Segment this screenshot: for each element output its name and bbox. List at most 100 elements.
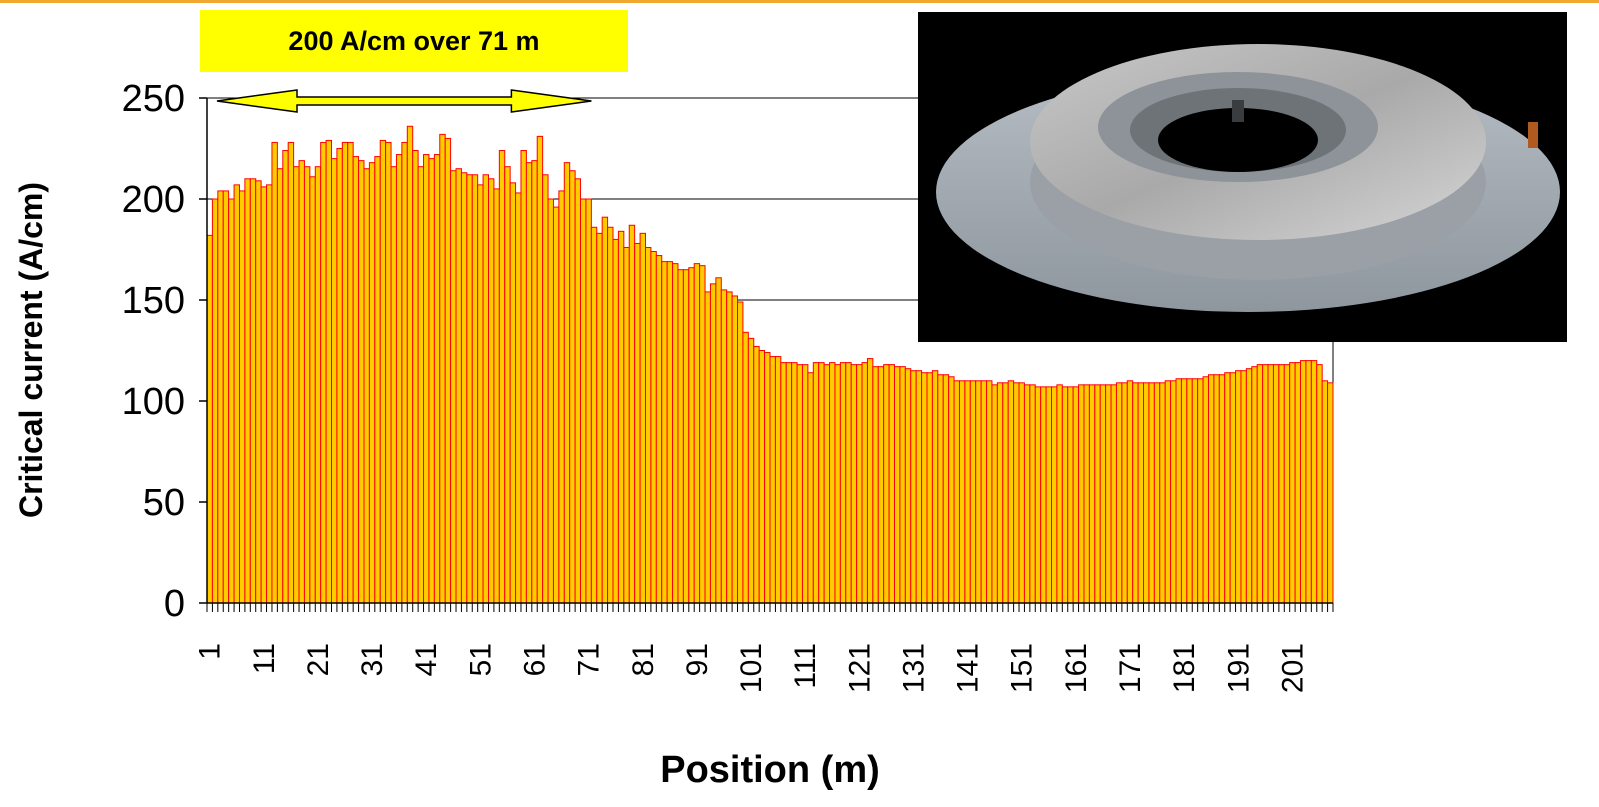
x-tick-label: 201 (1276, 643, 1309, 693)
bar (428, 158, 435, 604)
bar (601, 216, 609, 604)
bar (1088, 384, 1096, 604)
bar (877, 366, 885, 604)
x-tick-label: 171 (1114, 643, 1147, 693)
bar (888, 364, 896, 604)
bar (1018, 382, 1025, 604)
bar (926, 372, 933, 604)
bar (856, 364, 863, 604)
bar (764, 352, 771, 604)
x-tick-label: 181 (1168, 643, 1201, 693)
bar (498, 150, 506, 604)
bar (509, 182, 517, 604)
x-axis-title: Position (m) (660, 749, 880, 791)
y-tick-label: 100 (122, 381, 185, 423)
bar (1186, 378, 1193, 604)
bar (347, 141, 354, 604)
bar (282, 150, 289, 604)
bar (812, 362, 820, 604)
bar (228, 198, 235, 604)
bar (650, 251, 657, 604)
bar (731, 295, 739, 604)
bar (1278, 364, 1285, 604)
bar (704, 291, 711, 604)
tape-spool-photo (918, 12, 1567, 342)
bar (244, 178, 251, 604)
bar (1262, 364, 1269, 604)
bar (352, 156, 360, 604)
bar (1132, 382, 1139, 604)
bar (1294, 362, 1302, 604)
bar (379, 139, 387, 604)
bar (460, 172, 468, 604)
bar (1007, 380, 1015, 604)
bar (1056, 384, 1063, 604)
bar (358, 160, 365, 604)
bar (1148, 382, 1155, 604)
x-tick-label: 61 (519, 643, 552, 676)
bar (298, 160, 305, 604)
bar (1164, 380, 1172, 604)
bar (320, 141, 327, 604)
x-tick-label: 121 (843, 643, 876, 693)
bar (547, 198, 554, 604)
bar (845, 362, 852, 604)
x-tick-label: 51 (464, 643, 497, 676)
bar (709, 283, 717, 604)
bar (1051, 386, 1058, 604)
x-tick-label: 161 (1060, 643, 1093, 693)
bar (1229, 372, 1237, 604)
bar (823, 364, 831, 604)
bar (1267, 364, 1274, 604)
bar (780, 362, 787, 604)
bar (1197, 378, 1204, 604)
bar (450, 170, 457, 604)
bar (785, 362, 793, 604)
bar (1224, 372, 1231, 604)
bar (661, 261, 668, 604)
bar (921, 372, 928, 604)
bar (791, 362, 798, 604)
tape-end-marker (1528, 122, 1538, 148)
bar (1240, 370, 1247, 604)
bar (991, 384, 998, 604)
bar (969, 380, 977, 604)
bar (580, 198, 587, 604)
bar (444, 137, 452, 604)
bar (1256, 364, 1264, 604)
bar (412, 150, 419, 604)
range-arrow (216, 89, 592, 113)
y-axis-title: Critical current (A/cm) (13, 182, 49, 518)
bar (818, 362, 825, 604)
x-tick-label: 31 (356, 643, 389, 676)
bar (1202, 376, 1209, 604)
bar (569, 170, 576, 604)
bar (628, 224, 636, 604)
bar (942, 374, 950, 604)
bar (937, 374, 944, 604)
bar (1272, 364, 1280, 604)
bar (401, 141, 408, 604)
bar (1175, 378, 1182, 604)
bar (293, 166, 300, 604)
bar (1153, 382, 1161, 604)
bar (720, 289, 728, 604)
bar (249, 178, 257, 604)
bar (542, 174, 549, 604)
bar (1105, 384, 1112, 604)
bar (423, 154, 430, 604)
bar (1251, 366, 1258, 604)
bar (477, 184, 484, 604)
bar (964, 380, 971, 604)
bar (1283, 364, 1291, 604)
bar (883, 364, 890, 604)
bar (1289, 362, 1296, 604)
bar (325, 139, 333, 604)
spool-bore (1158, 108, 1318, 172)
bar (1170, 380, 1177, 604)
bar (1235, 370, 1242, 604)
bar (1078, 384, 1085, 604)
bar (1034, 386, 1042, 604)
bar (958, 380, 966, 604)
